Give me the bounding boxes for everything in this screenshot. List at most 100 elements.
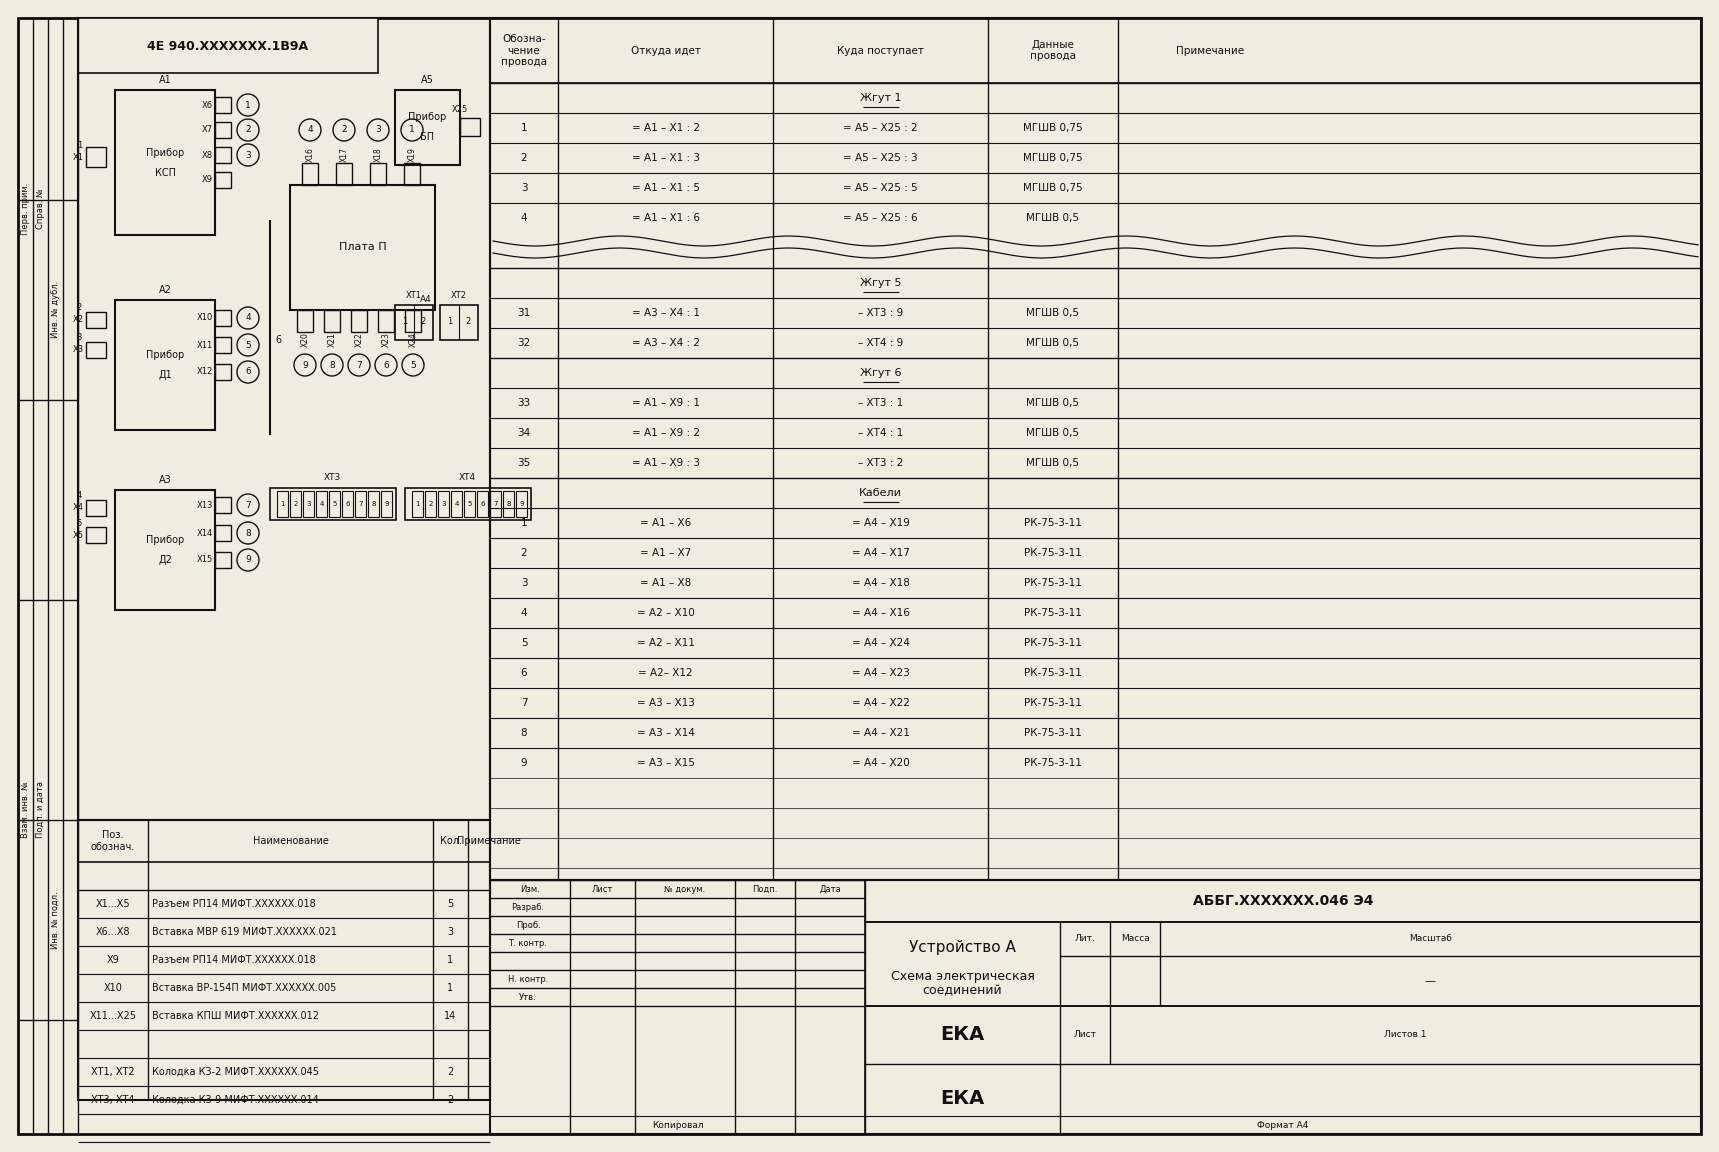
Bar xyxy=(303,491,315,517)
Text: 1: 1 xyxy=(246,100,251,109)
Text: = А4 – Х19: = А4 – Х19 xyxy=(851,518,909,528)
Text: Вставка МВР 619 МИФТ.XXXXXX.021: Вставка МВР 619 МИФТ.XXXXXX.021 xyxy=(151,927,337,937)
Bar xyxy=(490,18,1702,83)
Text: 5: 5 xyxy=(468,501,471,507)
Text: МГШВ 0,5: МГШВ 0,5 xyxy=(1026,458,1080,468)
Text: 8: 8 xyxy=(521,728,528,738)
Text: 3: 3 xyxy=(442,501,445,507)
Text: Лист: Лист xyxy=(1073,1030,1097,1039)
Text: Д1: Д1 xyxy=(158,370,172,380)
Text: Подп.: Подп. xyxy=(753,885,777,894)
Text: – ХТ4 : 1: – ХТ4 : 1 xyxy=(858,429,902,438)
Text: Справ. №: Справ. № xyxy=(36,189,45,229)
Text: Листов 1: Листов 1 xyxy=(1384,1030,1427,1039)
Bar xyxy=(440,305,478,340)
Text: МГШВ 0,5: МГШВ 0,5 xyxy=(1026,338,1080,348)
Text: Кол.: Кол. xyxy=(440,836,461,846)
Text: Примечание: Примечание xyxy=(1176,45,1245,55)
Text: = А5 – Х25 : 6: = А5 – Х25 : 6 xyxy=(844,213,918,223)
Text: 4: 4 xyxy=(308,126,313,135)
Text: А1: А1 xyxy=(158,75,172,85)
Bar xyxy=(215,552,230,568)
Bar xyxy=(297,310,313,332)
Text: 7: 7 xyxy=(356,361,363,370)
Bar xyxy=(215,525,230,541)
Bar xyxy=(370,162,387,185)
Text: 3: 3 xyxy=(77,333,83,342)
Text: РК-75-3-11: РК-75-3-11 xyxy=(1025,758,1081,768)
Text: Х11: Х11 xyxy=(196,341,213,349)
Text: – ХТ4 : 9: – ХТ4 : 9 xyxy=(858,338,902,348)
Text: 6: 6 xyxy=(346,501,349,507)
Text: Прибор: Прибор xyxy=(146,147,184,158)
Text: 3: 3 xyxy=(521,578,528,588)
Bar xyxy=(303,162,318,185)
Text: Обозна-
чение
провода: Обозна- чение провода xyxy=(500,33,547,67)
Text: 9: 9 xyxy=(385,501,388,507)
Bar xyxy=(865,922,1702,1006)
Bar xyxy=(215,147,230,162)
Text: Подп. и дата: Подп. и дата xyxy=(36,781,45,839)
Bar xyxy=(865,1006,1702,1134)
Text: = А4 – Х23: = А4 – Х23 xyxy=(851,668,909,679)
Text: Взам. инв. №: Взам. инв. № xyxy=(21,781,29,839)
Text: 1: 1 xyxy=(447,983,454,993)
Text: МГШВ 0,5: МГШВ 0,5 xyxy=(1026,213,1080,223)
Text: Х9: Х9 xyxy=(203,175,213,184)
Text: 4E 940.XXXXXXX.1B9A: 4E 940.XXXXXXX.1B9A xyxy=(148,39,309,53)
Text: Х6...Х8: Х6...Х8 xyxy=(96,927,131,937)
Text: 35: 35 xyxy=(517,458,531,468)
Text: Поз.
обознач.: Поз. обознач. xyxy=(91,831,136,851)
Text: 2: 2 xyxy=(521,153,528,162)
Bar xyxy=(77,820,490,862)
Bar xyxy=(323,310,340,332)
Text: Плата П: Плата П xyxy=(339,243,387,252)
Text: Примечание: Примечание xyxy=(457,836,521,846)
Text: Х18: Х18 xyxy=(373,147,383,162)
Text: – ХТ3 : 1: – ХТ3 : 1 xyxy=(858,397,902,408)
Text: 6: 6 xyxy=(275,335,282,344)
Text: Инв. № подл.: Инв. № подл. xyxy=(50,892,60,949)
Bar xyxy=(382,491,392,517)
Text: РК-75-3-11: РК-75-3-11 xyxy=(1025,608,1081,617)
Text: МГШВ 0,5: МГШВ 0,5 xyxy=(1026,429,1080,438)
Bar xyxy=(404,162,419,185)
Bar xyxy=(413,491,423,517)
Text: АББГ.XXXXXXX.046 Э4: АББГ.XXXXXXX.046 Э4 xyxy=(1193,894,1373,908)
Text: Разраб.: Разраб. xyxy=(512,902,545,911)
Text: = А2– Х12: = А2– Х12 xyxy=(638,668,693,679)
Text: Масса: Масса xyxy=(1121,934,1150,943)
Text: = А4 – Х21: = А4 – Х21 xyxy=(851,728,909,738)
Text: = А2 – Х11: = А2 – Х11 xyxy=(636,638,694,647)
Bar xyxy=(351,310,366,332)
Text: Х21: Х21 xyxy=(328,333,337,348)
Text: Х16: Х16 xyxy=(306,147,315,162)
Text: Х17: Х17 xyxy=(339,147,349,162)
Text: 5: 5 xyxy=(332,501,337,507)
Text: Х23: Х23 xyxy=(382,333,390,348)
Text: Х10: Х10 xyxy=(103,983,122,993)
Bar xyxy=(316,491,327,517)
Text: ХТ3: ХТ3 xyxy=(323,472,340,482)
Text: = А4 – Х16: = А4 – Х16 xyxy=(851,608,909,617)
Text: 4: 4 xyxy=(521,608,528,617)
Text: ХТ1: ХТ1 xyxy=(406,290,421,300)
Text: А4: А4 xyxy=(419,296,431,304)
Text: Х20: Х20 xyxy=(301,333,309,348)
Text: 2: 2 xyxy=(447,1067,454,1077)
Text: = А5 – Х25 : 2: = А5 – Х25 : 2 xyxy=(844,123,918,132)
Text: 9: 9 xyxy=(246,555,251,564)
Text: Х12: Х12 xyxy=(196,367,213,377)
Bar xyxy=(406,310,421,332)
Text: 1: 1 xyxy=(447,318,452,326)
Text: 4: 4 xyxy=(77,492,83,500)
Text: = А1 – Х1 : 3: = А1 – Х1 : 3 xyxy=(631,153,700,162)
Text: А5: А5 xyxy=(421,75,433,85)
Bar xyxy=(215,122,230,138)
Text: 1: 1 xyxy=(402,318,407,326)
Text: 7: 7 xyxy=(521,698,528,708)
Text: 3: 3 xyxy=(521,183,528,194)
Text: 1: 1 xyxy=(447,955,454,965)
Bar xyxy=(395,90,461,165)
Text: Х9: Х9 xyxy=(107,955,119,965)
